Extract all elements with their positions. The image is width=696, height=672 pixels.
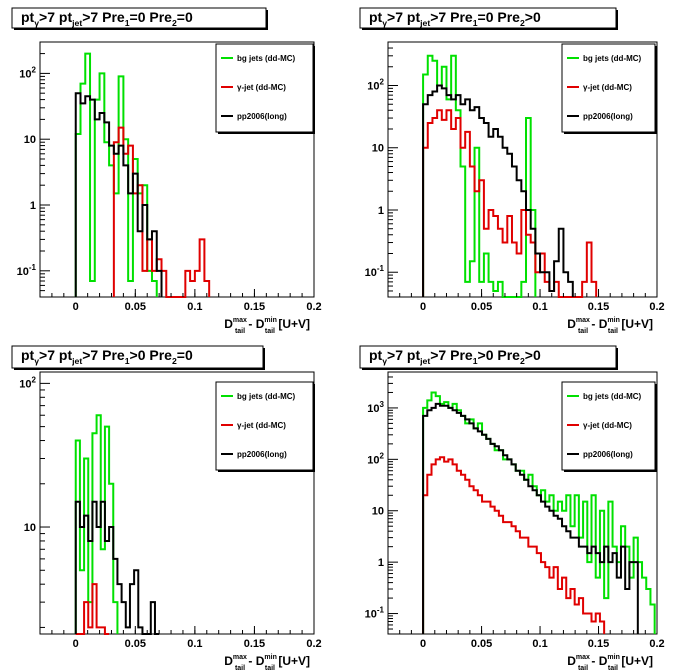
y-tick-label: 10 [372, 143, 384, 155]
series-line-3 [74, 92, 163, 297]
title-box [359, 7, 617, 29]
title-box [11, 7, 267, 29]
chart-panel-4: ptγ>7 ptjet>7 Pre1>0 Pre2>0 0 0.05 0.1 0.15 0… [359, 345, 665, 672]
series-line-1 [422, 54, 537, 298]
series-line-1 [74, 414, 119, 634]
x-tick-label: 0 [73, 301, 79, 313]
x-tick-label: 0.1 [187, 301, 202, 313]
legend-label: bg jets (dd-MC) [583, 54, 642, 63]
legend-label: bg jets (dd-MC) [237, 392, 296, 401]
series-line-3 [422, 84, 574, 297]
series-line-2 [422, 109, 598, 298]
chart-panel-1: ptγ>7 ptjet>7 Pre1=0 Pre2=0 0 0.05 0.1 0.15 0… [11, 7, 322, 335]
y-tick-label: 103 [367, 400, 384, 415]
chart-title: ptγ>7 ptjet>7 Pre1>0 Pre2>0 [369, 347, 541, 366]
x-tick-label: 0.05 [125, 301, 146, 313]
plot-frame [39, 371, 315, 635]
chart-title: ptγ>7 ptjet>7 Pre1=0 Pre2>0 [369, 9, 541, 28]
x-tick-label: 0.15 [588, 638, 609, 650]
y-tick-label: 102 [19, 375, 36, 390]
y-tick-label: 10-1 [17, 263, 37, 278]
legend-label: pp2006(long) [583, 450, 633, 459]
title-box [11, 345, 264, 369]
y-tick-label: 10-1 [365, 264, 385, 279]
x-axis-label: Dmax tail - Dmin tail [U+V] [224, 654, 310, 672]
legend-label: bg jets (dd-MC) [583, 392, 642, 401]
x-axis-label: Dmax tail - Dmin tail [U+V] [567, 317, 653, 335]
plot-frame [387, 371, 658, 635]
x-tick-label: 0.2 [649, 301, 664, 313]
x-tick-label: 0.2 [306, 301, 321, 313]
series-line-1 [74, 52, 158, 297]
x-axis-label: Dmax tail - Dmin tail [U+V] [567, 654, 653, 672]
x-tick-label: 0.2 [649, 638, 664, 650]
series-line-2 [75, 583, 110, 635]
chart-title: ptγ>7 ptjet>7 Pre1=0 Pre2=0 [21, 9, 193, 28]
chart-panel-2: ptγ>7 ptjet>7 Pre1=0 Pre2>0 0 0.05 0.1 0.15 0… [359, 7, 665, 335]
chart-panel-3: ptγ>7 ptjet>7 Pre1>0 Pre2=0 0 0.05 0.1 0.15 0… [11, 345, 322, 672]
chart-title: ptγ>7 ptjet>7 Pre1>0 Pre2=0 [21, 347, 193, 366]
x-tick-label: 0 [420, 638, 426, 650]
x-tick-label: 0.15 [244, 638, 265, 650]
legend-label: γ-jet (dd-MC) [583, 421, 632, 430]
y-tick-label: 1 [378, 205, 384, 217]
x-tick-label: 0.05 [125, 638, 146, 650]
y-tick-label: 1 [30, 200, 36, 212]
legend-label: bg jets (dd-MC) [237, 54, 296, 63]
legend-label: pp2006(long) [237, 112, 287, 121]
y-tick-label: 102 [367, 451, 384, 466]
x-tick-label: 0.2 [306, 638, 321, 650]
y-tick-label: 10-1 [365, 606, 385, 621]
x-axis-label: Dmax tail - Dmin tail [U+V] [224, 317, 310, 335]
legend-label: γ-jet (dd-MC) [237, 83, 286, 92]
y-tick-label: 102 [367, 78, 384, 93]
plot-frame [387, 41, 658, 298]
legend-label: pp2006(long) [237, 450, 287, 459]
legend-label: γ-jet (dd-MC) [237, 421, 286, 430]
title-box [359, 345, 617, 369]
x-tick-label: 0.15 [244, 301, 265, 313]
y-tick-label: 102 [19, 65, 36, 80]
x-tick-label: 0 [420, 301, 426, 313]
x-tick-label: 0.15 [588, 301, 609, 313]
legend-label: γ-jet (dd-MC) [583, 83, 632, 92]
x-tick-label: 0.1 [532, 638, 547, 650]
x-tick-label: 0 [73, 638, 79, 650]
x-tick-label: 0.1 [187, 638, 202, 650]
x-tick-label: 0.05 [471, 638, 492, 650]
y-tick-label: 1 [378, 557, 384, 569]
y-tick-label: 10 [372, 506, 384, 518]
x-tick-label: 0.1 [532, 301, 547, 313]
series-line-2 [422, 456, 606, 634]
series-line-3 [422, 402, 639, 634]
x-tick-label: 0.05 [471, 301, 492, 313]
legend-label: pp2006(long) [583, 112, 633, 121]
y-tick-label: 10 [24, 134, 36, 146]
y-tick-label: 10 [24, 522, 36, 534]
series-line-3 [74, 500, 160, 635]
